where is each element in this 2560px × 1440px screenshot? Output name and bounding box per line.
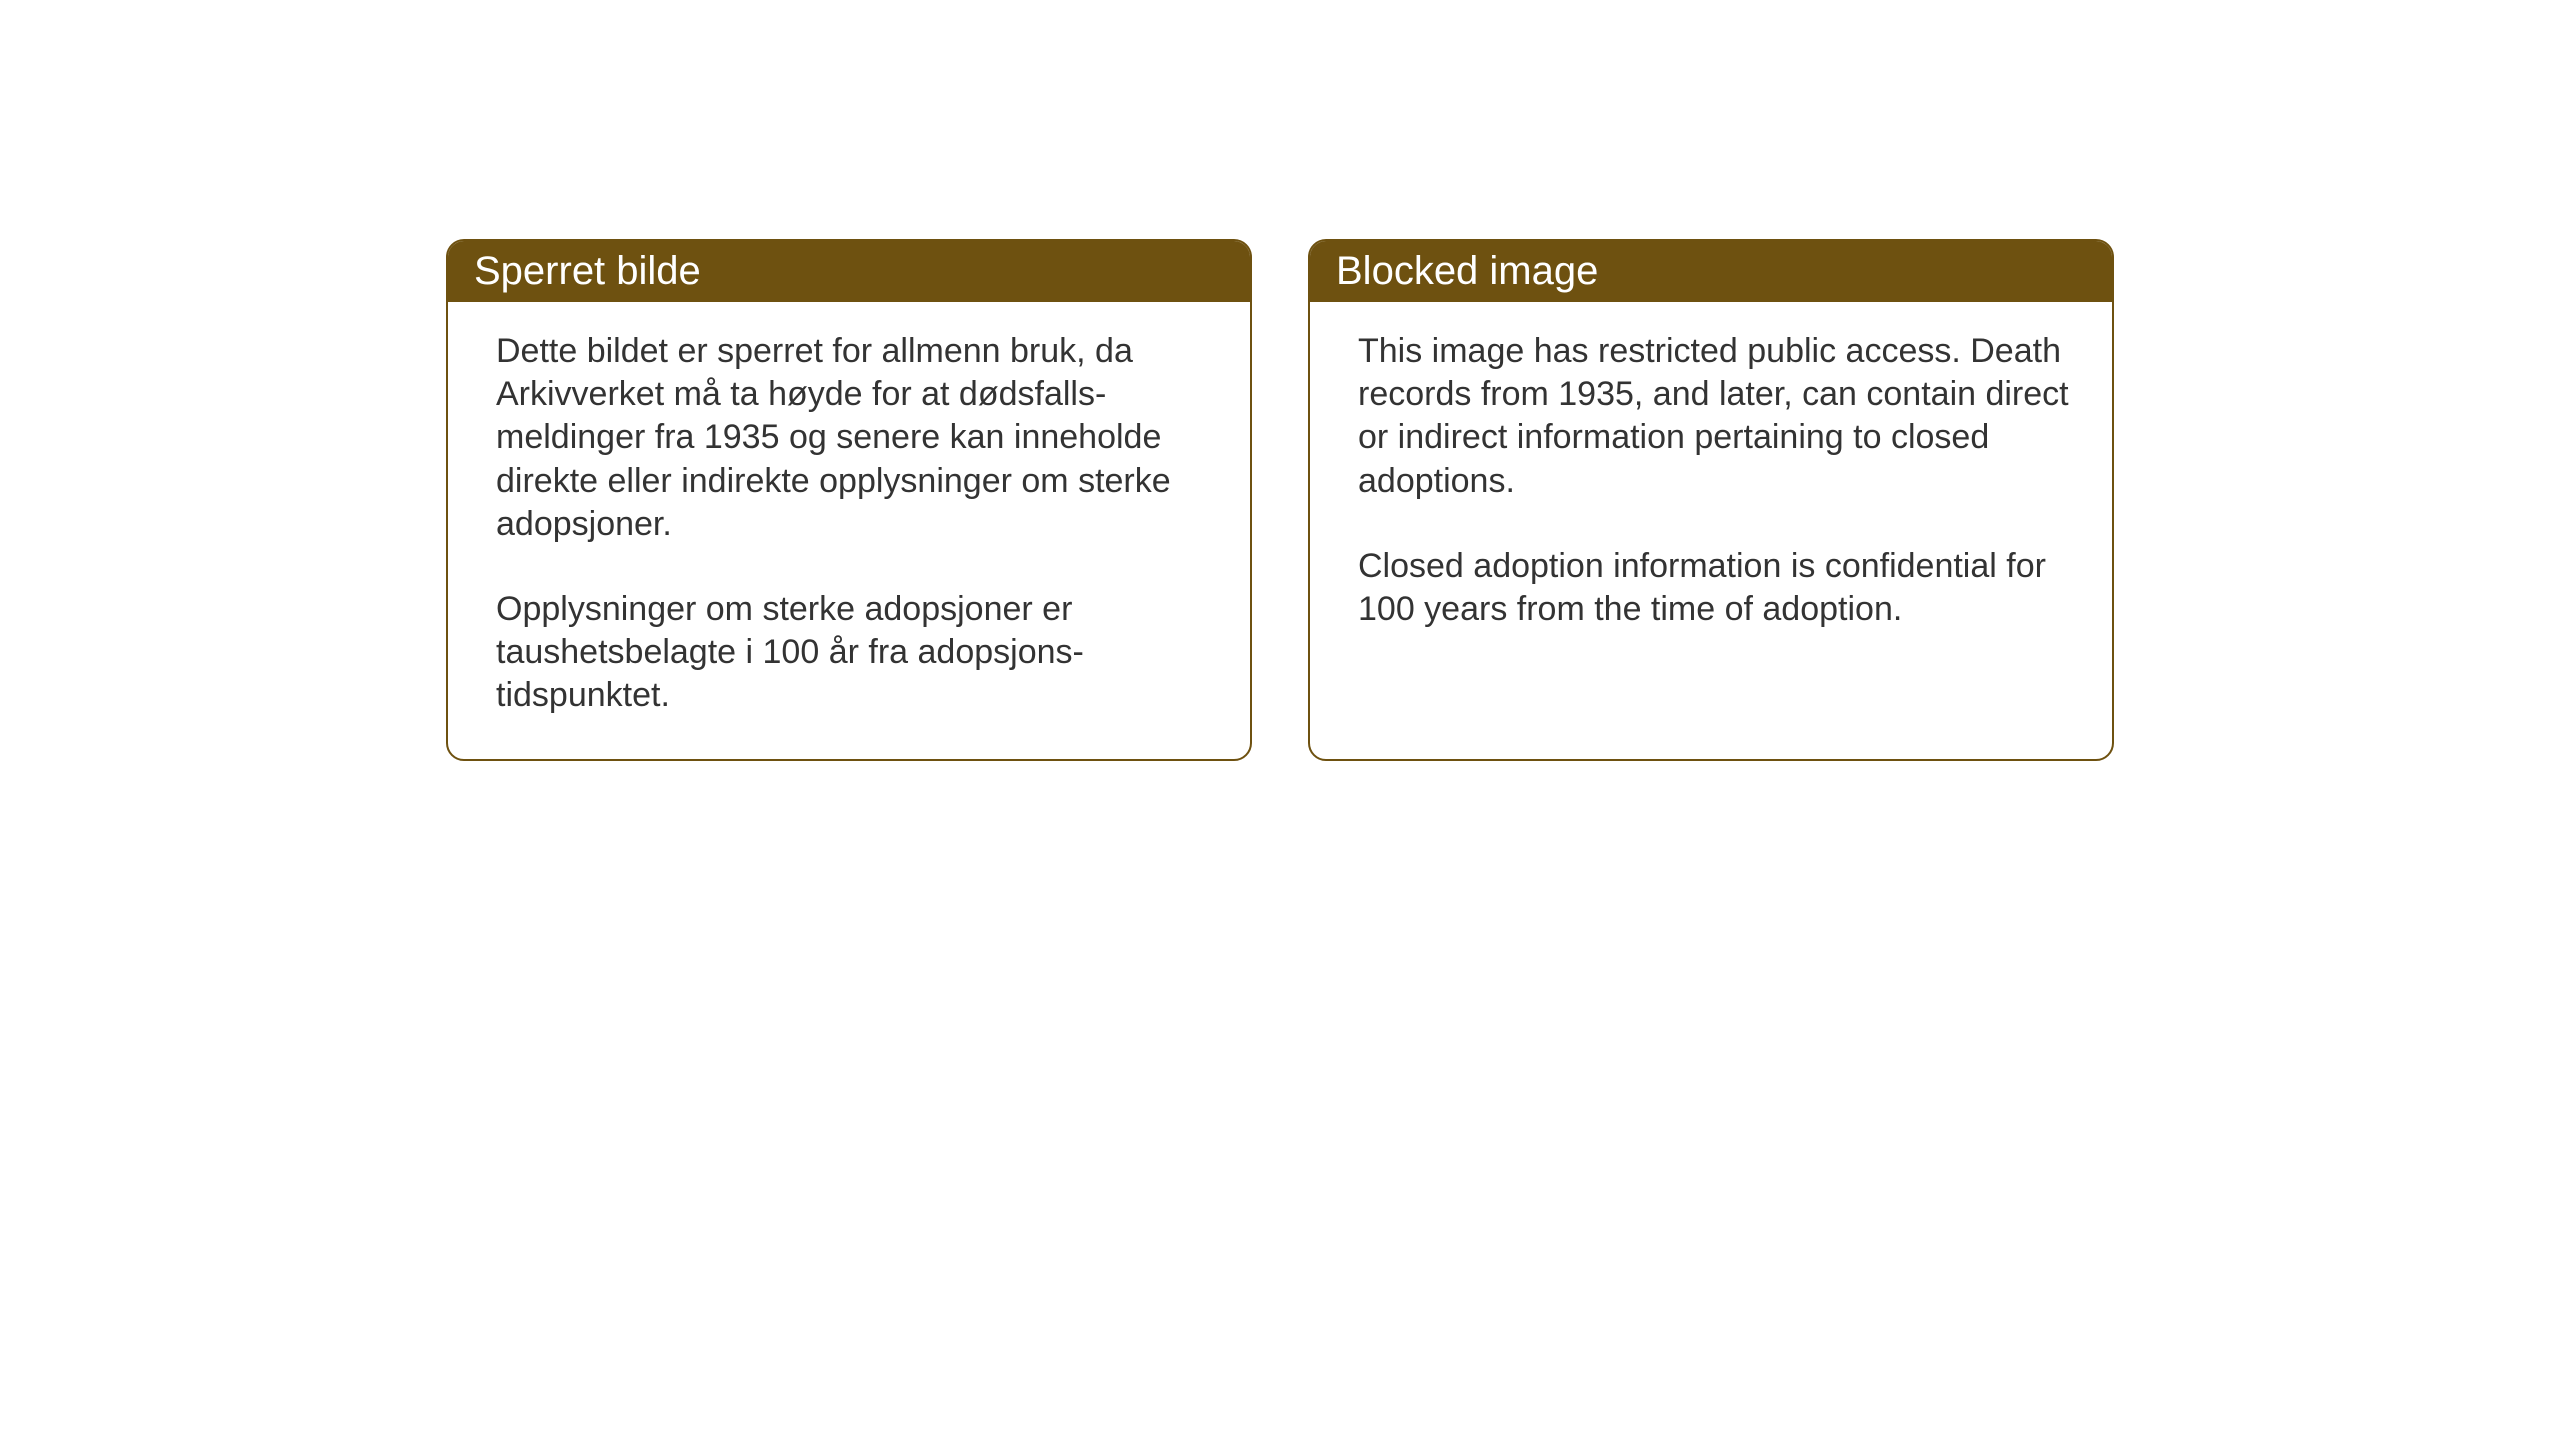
notice-container: Sperret bilde Dette bildet er sperret fo… — [446, 239, 2114, 761]
card-paragraph-norwegian-2: Opplysninger om sterke adopsjoner er tau… — [496, 588, 1208, 718]
card-title-english: Blocked image — [1336, 249, 1598, 293]
card-header-norwegian: Sperret bilde — [448, 241, 1250, 302]
card-title-norwegian: Sperret bilde — [474, 249, 701, 293]
card-body-norwegian: Dette bildet er sperret for allmenn bruk… — [448, 302, 1250, 759]
card-paragraph-english-1: This image has restricted public access.… — [1358, 330, 2070, 503]
card-paragraph-norwegian-1: Dette bildet er sperret for allmenn bruk… — [496, 330, 1208, 546]
card-header-english: Blocked image — [1310, 241, 2112, 302]
card-body-english: This image has restricted public access.… — [1310, 302, 2112, 673]
card-paragraph-english-2: Closed adoption information is confident… — [1358, 545, 2070, 631]
notice-card-english: Blocked image This image has restricted … — [1308, 239, 2114, 761]
notice-card-norwegian: Sperret bilde Dette bildet er sperret fo… — [446, 239, 1252, 761]
